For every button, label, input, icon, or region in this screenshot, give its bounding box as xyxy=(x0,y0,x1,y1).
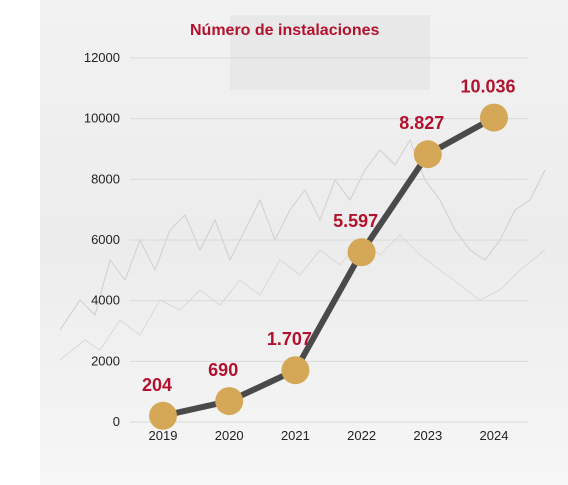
data-point xyxy=(347,238,376,267)
data-label: 690 xyxy=(208,360,238,380)
data-point xyxy=(413,140,442,169)
data-point xyxy=(480,103,508,132)
x-tick-label: 2022 xyxy=(347,428,376,443)
x-tick-label: 2020 xyxy=(215,428,244,443)
y-tick-label: 12000 xyxy=(84,50,120,65)
data-point xyxy=(149,401,177,430)
data-label: 204 xyxy=(142,375,172,395)
data-label: 10.036 xyxy=(460,77,515,97)
data-label: 5.597 xyxy=(333,211,378,231)
data-label: 1.707 xyxy=(267,329,312,349)
y-tick-label: 8000 xyxy=(91,171,120,186)
x-tick-label: 2024 xyxy=(480,428,509,443)
data-point xyxy=(215,387,244,416)
data-point xyxy=(281,356,310,385)
chart-title: Número de instalaciones xyxy=(190,22,380,39)
x-tick-label: 2023 xyxy=(413,428,442,443)
y-tick-label: 6000 xyxy=(91,232,120,247)
x-tick-label: 2021 xyxy=(281,428,310,443)
y-tick-label: 4000 xyxy=(91,293,120,308)
y-tick-label: 10000 xyxy=(84,111,120,126)
data-label: 8.827 xyxy=(399,113,444,133)
x-tick-label: 2019 xyxy=(149,428,178,443)
y-tick-label: 0 xyxy=(113,414,120,429)
y-tick-label: 2000 xyxy=(91,353,120,368)
